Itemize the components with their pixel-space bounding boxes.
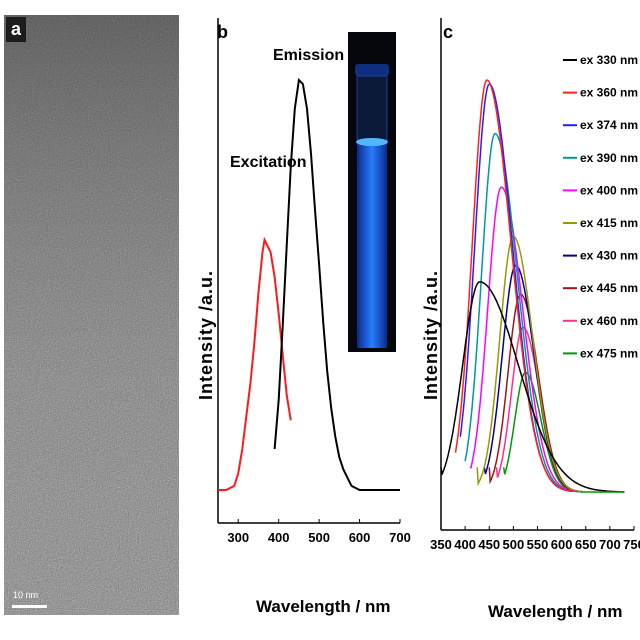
chart-c: 350400450500550600650700750 ex 330 nm ex 3… [430,18,640,552]
scale-bar [12,605,47,608]
chart-c-series-ex-415-nm [476,235,583,493]
chart-c-x-tick-label: 400 [454,537,476,552]
chart-c-series-ex-400-nm [469,186,578,493]
legend-label: ex 374 nm [580,118,638,132]
scale-bar-label: 10 nm [13,590,39,600]
vial-neck [356,75,388,141]
tem-image [4,15,179,615]
legend-label: ex 400 nm [580,183,638,197]
chart-b-x-tick-label: 500 [308,530,330,545]
legend-label: ex 475 nm [580,346,638,360]
chart-c-xlabel: Wavelength / nm [488,602,623,621]
vial-solution [357,140,387,348]
chart-c-ylabel: Intensity /a.u. [421,269,441,400]
legend-label: ex 460 nm [580,314,638,328]
legend-label: ex 330 nm [580,53,638,67]
chart-b-x-tick-label: 400 [268,530,290,545]
chart-b-xlabel: Wavelength / nm [256,597,391,616]
legend-label: ex 415 nm [580,216,638,230]
chart-c-x-tick-label: 700 [599,537,621,552]
chart-b-series-emission [273,77,400,491]
chart-b-x-tick-label: 600 [349,530,371,545]
chart-c-series-ex-430-nm [483,264,581,493]
legend-label: ex 390 nm [580,151,638,165]
chart-c-series-ex-445-nm [488,293,583,493]
chart-b-ylabel: Intensity /a.u. [196,269,216,400]
chart-b-annotation-excitation: Excitation [230,154,306,171]
panel-letter-c: c [443,22,454,42]
chart-b-annotation-emission: Emission [273,47,344,64]
panel-letter-b: b [217,22,228,42]
vial-meniscus [356,138,388,146]
chart-c-x-tick-label: 500 [503,537,525,552]
chart-c-x-tick-label: 550 [527,537,549,552]
chart-c-x-tick-label: 750 [623,537,640,552]
chart-c-series-ex-390-nm [464,132,575,493]
chart-c-x-tick-label: 650 [575,537,597,552]
legend-label: ex 430 nm [580,249,638,263]
legend-label: ex 445 nm [580,281,638,295]
chart-c-series-ex-475-nm [502,371,581,493]
chart-c-x-tick-label: 350 [430,537,452,552]
tem-image-panel: a 10 nm [4,15,179,615]
chart-b-x-tick-label: 300 [227,530,249,545]
vial-cap-ring [355,64,389,76]
legend-label: ex 360 nm [580,86,638,100]
chart-b-x-tick-label: 700 [389,530,411,545]
chart-b: 300 400 500 600 700 Excitation Emission [217,18,411,545]
chart-c-x-tick-label: 450 [478,537,500,552]
chart-b-inset-photo [348,32,396,352]
chart-c-series-ex-360-nm [454,79,574,493]
chart-c-x-tick-label: 600 [551,537,573,552]
panel-letter-a: a [6,17,27,42]
chart-b-series-excitation [218,236,292,491]
chart-c-series-ex-330-nm [440,281,625,493]
